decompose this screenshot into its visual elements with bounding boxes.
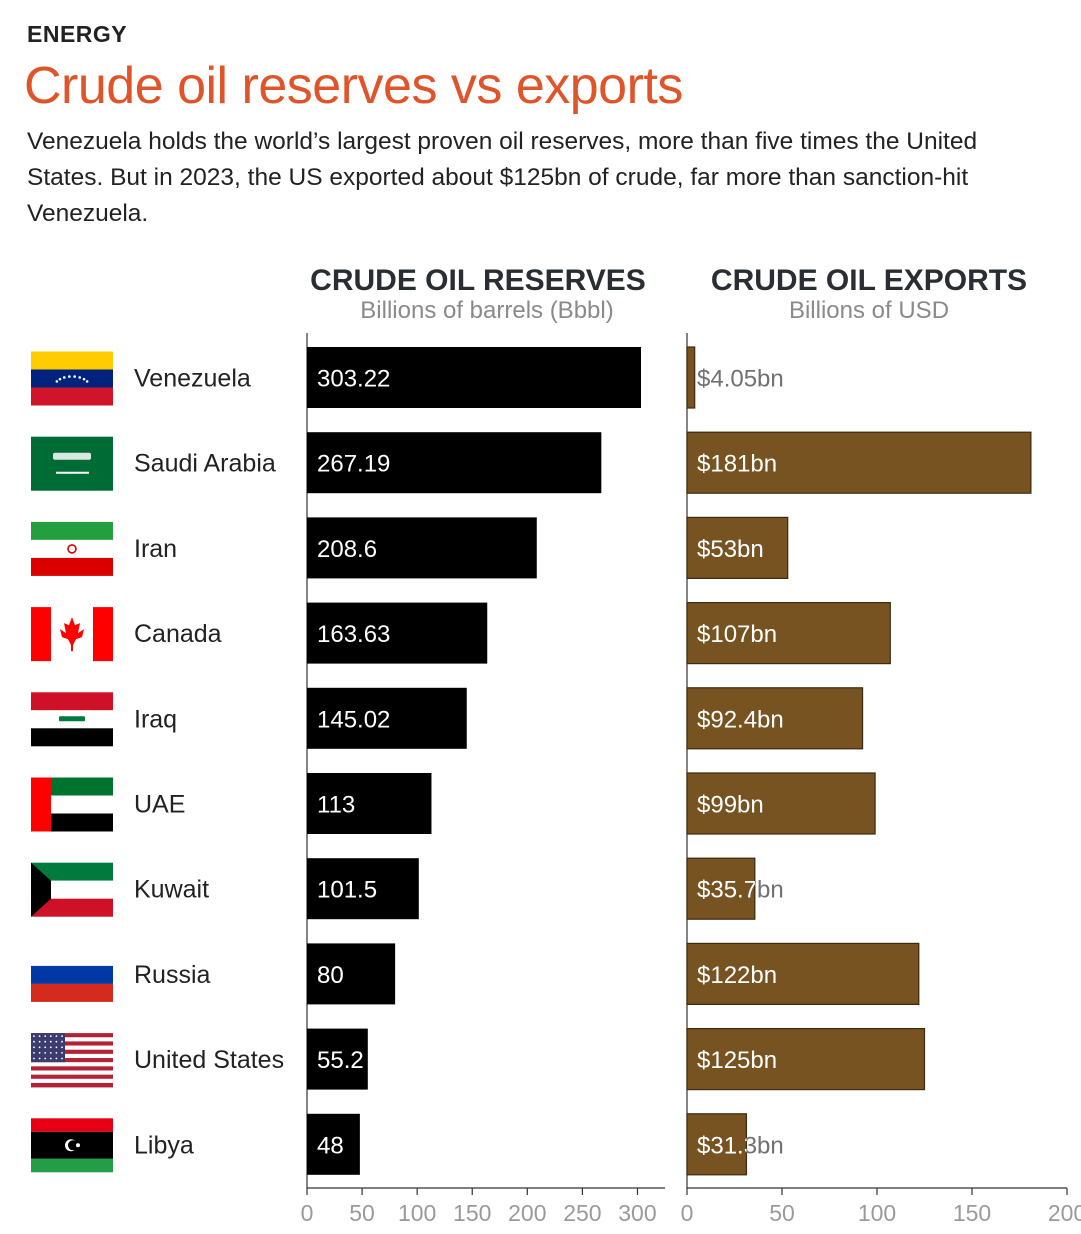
country-label: UAE (134, 791, 185, 819)
reserves-data-label: 101.5 (317, 877, 377, 904)
flags-column (31, 351, 113, 1173)
chart-title: Crude oil reserves vs exports (24, 57, 683, 115)
exports-tick-label: 0 (681, 1200, 694, 1226)
reserves-bar (307, 943, 396, 1005)
exports-data-label: $125bn (697, 1047, 777, 1074)
exports-bar (686, 687, 864, 750)
exports-data-label: $35.7bn (697, 877, 784, 904)
header: ENERGY Crude oil reserves vs exports Ven… (24, 18, 1057, 232)
exports-tick-label: 50 (769, 1200, 795, 1226)
reserves-data-label: 113 (317, 792, 355, 819)
exports-tick-label: 150 (953, 1200, 991, 1226)
exports-data-label: $31.3bn (697, 1132, 784, 1159)
reserves-bar (307, 773, 432, 834)
section-kicker: ENERGY (27, 21, 128, 47)
exports-data-label-overlay: $53bn (697, 536, 764, 563)
saudi-arabia-flag (31, 436, 113, 491)
exports-tick-label: 100 (858, 1200, 896, 1226)
reserves-tick-label: 100 (398, 1200, 436, 1226)
exports-panel-title: CRUDE OIL EXPORTS (711, 264, 1027, 297)
reserves-bar (307, 687, 467, 749)
iraq-flag (31, 692, 113, 747)
chart-subtitle: Venezuela holds the world’s largest prov… (27, 128, 978, 227)
exports-bar (686, 1027, 926, 1091)
reserves-tick-label: 250 (563, 1200, 601, 1226)
country-label: Iraq (134, 705, 177, 733)
reserves-data-label-overlay: 55.2 (317, 1047, 364, 1074)
reserves-data-label: 303.22 (317, 366, 390, 393)
reserves-data-label: 80 (317, 962, 344, 989)
reserves-panel-subtitle: Billions of barrels (Bbbl) (360, 297, 613, 324)
reserves-bar (307, 517, 537, 579)
reserves-tick-label: 50 (349, 1200, 375, 1226)
exports-data-label-overlay: $35.7bn (697, 877, 784, 904)
reserves-bar (307, 858, 419, 920)
reserves-tick-label: 200 (508, 1200, 546, 1226)
reserves-data-label: 208.6 (317, 536, 377, 563)
country-label: Kuwait (134, 876, 209, 904)
reserves-tick-label: 150 (453, 1200, 491, 1226)
russia-flag (31, 947, 113, 1002)
exports-data-label: $53bn (697, 536, 764, 563)
reserves-data-label: 55.2 (317, 1047, 364, 1074)
canada-flag (31, 607, 113, 662)
uae-flag (31, 777, 113, 832)
country-label: Venezuela (134, 365, 251, 393)
exports-bar (686, 772, 876, 835)
exports-data-label: $107bn (697, 621, 777, 648)
exports-bar (686, 857, 756, 920)
exports-data-label: $92.4bn (697, 706, 784, 733)
exports-data-label: $181bn (697, 451, 777, 478)
reserves-bar (307, 1028, 368, 1090)
exports-bar (686, 942, 920, 1006)
exports-data-label: $4.05bn (697, 366, 784, 393)
country-label: Russia (134, 961, 211, 989)
reserves-panel-title: CRUDE OIL RESERVES (310, 264, 646, 297)
exports-bar (686, 601, 891, 665)
united-states-flag (31, 1033, 113, 1088)
country-label: Canada (134, 620, 222, 648)
exports-data-label-overlay: $31.3bn (697, 1132, 784, 1159)
exports-bar (686, 1113, 748, 1176)
reserves-bar (307, 347, 642, 408)
reserves-data-label: 145.02 (317, 706, 390, 733)
exports-bar (686, 431, 1032, 494)
country-label: Saudi Arabia (134, 450, 276, 478)
reserves-bar (307, 1113, 360, 1175)
reserves-bar (307, 602, 488, 664)
reserves-tick-label: 300 (618, 1200, 656, 1226)
exports-bar (686, 346, 696, 409)
exports-tick-label: 200 (1048, 1200, 1081, 1226)
kuwait-flag (31, 862, 113, 917)
exports-data-label: $122bn (697, 962, 777, 989)
reserves-data-label-overlay: 48 (317, 1132, 344, 1159)
reserves-data-label: 267.19 (317, 451, 390, 478)
exports-data-label: $99bn (697, 792, 764, 819)
exports-bar (686, 516, 789, 580)
reserves-data-label: 163.63 (317, 621, 390, 648)
reserves-data-label-overlay: 80 (317, 962, 344, 989)
country-label: United States (134, 1046, 284, 1074)
exports-panel-subtitle: Billions of USD (789, 297, 949, 324)
iran-flag (31, 521, 113, 576)
country-label: Libya (134, 1131, 194, 1159)
reserves-data-label: 48 (317, 1132, 344, 1159)
reserves-tick-label: 0 (301, 1200, 314, 1226)
venezuela-flag (31, 351, 113, 406)
country-label: Iran (134, 535, 177, 563)
country-labels: Venezuela Saudi Arabia Iran Canada Iraq UAE Ku… (134, 365, 284, 1160)
libya-flag (31, 1118, 113, 1173)
reserves-data-label-overlay: 101.5 (317, 877, 377, 904)
reserves-bar (307, 432, 602, 494)
